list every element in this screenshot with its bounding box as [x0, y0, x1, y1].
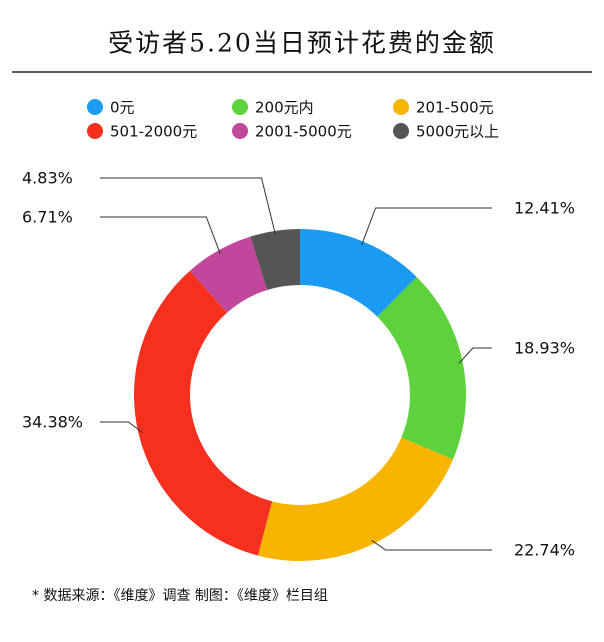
legend-label: 201-500元: [416, 99, 494, 117]
legend-marker: [232, 123, 248, 139]
donut-slice: [300, 229, 417, 317]
leader-line: [100, 177, 276, 235]
legend-label: 0元: [110, 99, 135, 117]
legend-marker: [393, 123, 409, 139]
leader-line: [100, 216, 221, 255]
data-label: 6.71%: [22, 208, 73, 227]
data-label: 12.41%: [514, 199, 575, 218]
donut-slice: [133, 270, 273, 556]
legend-marker: [87, 123, 103, 139]
donut-slice: [250, 229, 300, 291]
data-label: 4.83%: [22, 169, 73, 188]
donut-slice: [377, 276, 467, 460]
legend-label: 501-2000元: [110, 123, 197, 141]
donut-slice: [189, 236, 268, 313]
data-label: 34.38%: [22, 413, 83, 432]
legend-label: 200元内: [255, 99, 314, 117]
leader-line: [361, 207, 492, 246]
chart-title: 受访者5.20当日预计花费的金额: [108, 29, 496, 58]
legend-label: 2001-5000元: [255, 123, 352, 141]
leader-line: [371, 539, 492, 551]
legend-marker: [87, 99, 103, 115]
leader-line: [100, 421, 143, 434]
footnote: * 数据来源：《维度》调查 制图：《维度》栏目组: [32, 588, 328, 604]
donut-slice: [257, 437, 454, 561]
legend-marker: [232, 99, 248, 115]
data-label: 18.93%: [514, 339, 575, 358]
leader-line: [458, 347, 492, 364]
legend-label: 5000元以上: [416, 123, 499, 141]
legend-marker: [393, 99, 409, 115]
data-label: 22.74%: [514, 541, 575, 560]
